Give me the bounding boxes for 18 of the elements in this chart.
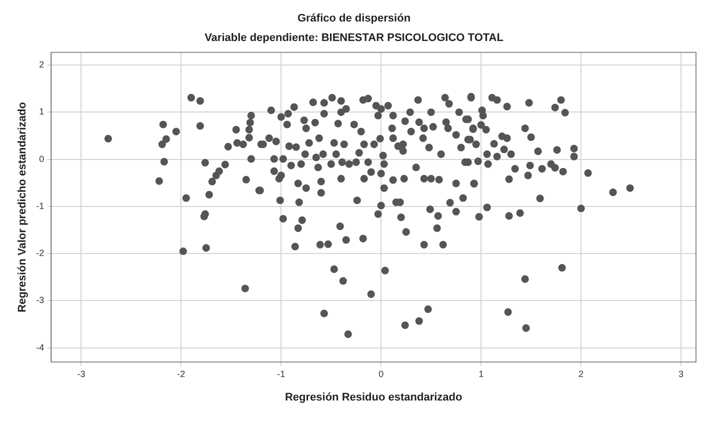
x-tick-label: 1 xyxy=(478,368,484,379)
x-tick-label: -3 xyxy=(77,368,86,379)
y-tick-label: -4 xyxy=(36,342,44,352)
x-tick-label: 0 xyxy=(378,368,384,379)
y-tick-label: -3 xyxy=(36,295,44,306)
x-tick-label: 3 xyxy=(678,368,684,379)
y-tick-label: -2 xyxy=(36,248,44,258)
y-tick-label: -1 xyxy=(36,200,44,211)
y-tick-label: 0 xyxy=(39,154,44,164)
chart-title: Gráfico de dispersión xyxy=(297,12,411,25)
x-tick-label: 2 xyxy=(578,368,584,379)
x-tick-label: -2 xyxy=(177,368,186,379)
x-tick-label: -1 xyxy=(277,368,286,379)
y-tick-label: 2 xyxy=(39,60,44,70)
y-axis-title: Regresión Valor predicho estandarizado xyxy=(16,102,29,312)
y-tick-label: 1 xyxy=(39,106,44,117)
chart-subtitle: Variable dependiente: BIENESTAR PSICOLOGICO TOTAL xyxy=(204,32,504,44)
x-axis-title: Regresión Residuo estandarizado xyxy=(284,391,463,404)
